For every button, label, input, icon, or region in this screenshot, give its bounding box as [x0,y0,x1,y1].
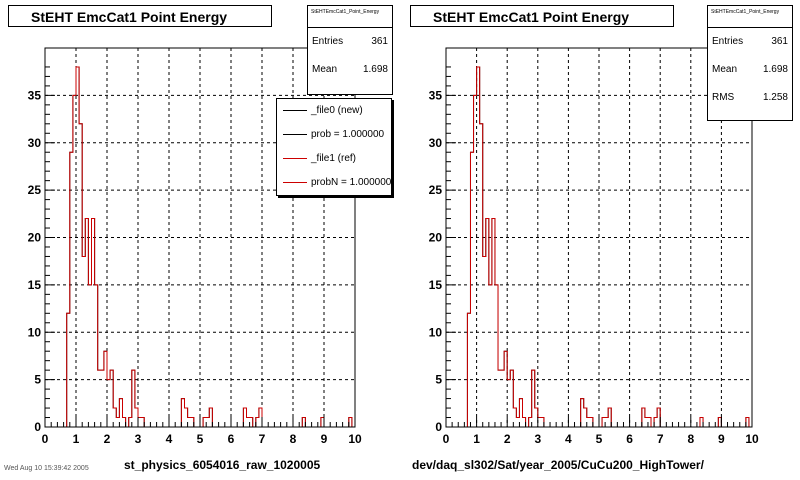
x-tick-label: 8 [290,432,297,446]
stats-row-entries: Entries 361 [308,28,392,56]
stats-value: 361 [371,36,388,47]
x-tick-label: 10 [745,432,759,446]
y-tick-label: 30 [429,136,443,150]
plot-frame-right: 0 1 2 3 4 5 6 7 8 9 10 0 5 10 15 20 25 30 35 [429,47,759,446]
legend-label: _file0 (new) [311,105,363,116]
legend-label: _file1 (ref) [311,153,357,164]
y-tick-label: 5 [34,373,41,387]
stats-box-left: StEHTEmcCat1_Point_Energy Entries 361 Me… [307,5,393,95]
y-tick-label: 25 [28,183,42,197]
stats-name: StEHTEmcCat1_Point_Energy [308,6,392,28]
y-tick-label: 25 [429,183,443,197]
x-tick-label: 6 [626,432,633,446]
x-tick-label: 0 [42,432,49,446]
stats-value: 1.698 [762,64,788,75]
x-tick-label: 1 [473,432,480,446]
stats-row-mean: Mean 1.698 [308,56,392,84]
x-tick-label: 6 [228,432,235,446]
x-tick-label: 2 [104,432,111,446]
x-tick-label: 4 [565,432,572,446]
legend-swatch [283,134,307,135]
legend-entry-ref: _file1 (ref) [277,147,391,171]
legend-label: probN = 1.000000 [311,177,392,188]
y-tick-label: 10 [28,325,42,339]
stats-row-rms: RMS 1.258 [708,84,792,112]
legend-label: prob = 1.000000 [311,129,385,140]
y-tick-label: 15 [429,278,443,292]
stats-value: 1.698 [362,64,388,75]
y-tick-label: 30 [28,136,42,150]
legend-box: _file0 (new) prob = 1.000000 _file1 (ref… [276,98,392,196]
x-axis-title-right: dev/daq_sl302/Sat/year_2005/CuCu200_High… [412,458,704,472]
x-tick-label: 7 [657,432,664,446]
x-tick-label: 5 [197,432,204,446]
legend-swatch [283,110,307,111]
panel-title-right: StEHT EmcCat1 Point Energy [410,5,674,27]
y-tick-label: 20 [28,231,42,245]
y-tick-label: 0 [435,420,442,434]
stats-label: Entries [312,36,344,47]
x-tick-label: 10 [348,432,362,446]
plot-frame-left: 0 1 2 3 4 5 6 7 8 9 10 0 5 10 15 20 25 30 35 [28,47,362,446]
legend-entry-probn: probN = 1.000000 [277,171,391,195]
y-tick-label: 5 [435,373,442,387]
x-tick-label: 3 [135,432,142,446]
stats-value: 1.258 [762,92,788,103]
x-tick-label: 9 [321,432,328,446]
y-tick-label: 35 [28,88,42,102]
x-axis-title-left: st_physics_6054016_raw_1020005 [124,458,321,472]
stats-box-right: StEHTEmcCat1_Point_Energy Entries 361 Me… [707,5,793,121]
y-tick-label: 20 [429,231,443,245]
y-tick-label: 35 [429,88,443,102]
stats-row-entries: Entries 361 [708,28,792,56]
y-tick-label: 10 [429,325,443,339]
panel-title-left: StEHT EmcCat1 Point Energy [8,5,272,27]
stats-name: StEHTEmcCat1_Point_Energy [708,6,792,28]
x-tick-label: 3 [534,432,541,446]
legend-swatch [283,158,307,159]
x-tick-label: 0 [443,432,450,446]
x-tick-label: 1 [73,432,80,446]
x-tick-label: 8 [687,432,694,446]
legend-swatch [283,182,307,183]
legend-entry-prob: prob = 1.000000 [277,123,391,147]
x-tick-label: 2 [504,432,511,446]
y-tick-label: 15 [28,278,42,292]
stats-row-mean: Mean 1.698 [708,56,792,84]
stats-label: Entries [712,36,744,47]
timestamp-footer: Wed Aug 10 15:39:42 2005 [4,465,89,472]
y-tick-label: 0 [34,420,41,434]
x-tick-label: 7 [259,432,266,446]
stats-label: RMS [712,92,735,103]
x-tick-label: 5 [596,432,603,446]
x-tick-label: 4 [166,432,173,446]
stats-value: 361 [771,36,788,47]
legend-entry-new: _file0 (new) [277,99,391,123]
stats-label: Mean [712,64,738,75]
x-tick-label: 9 [718,432,725,446]
stats-label: Mean [312,64,338,75]
